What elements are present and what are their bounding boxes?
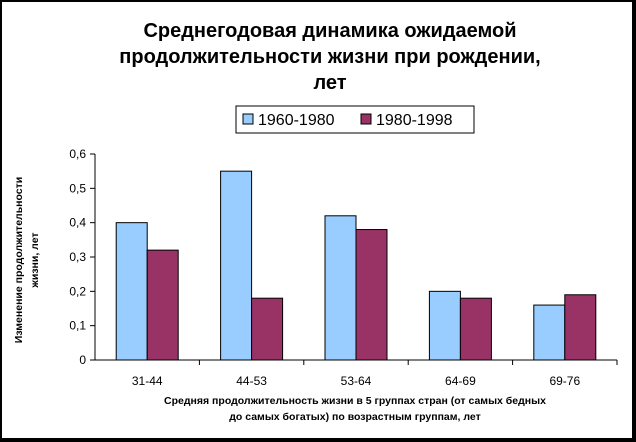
y-tick-label: 0,1 (69, 319, 86, 333)
chart-title-line-3: лет (313, 72, 346, 94)
legend-swatch-1980-1998 (360, 113, 372, 125)
y-axis-label-line-1: Изменение продолжительности (13, 177, 25, 343)
plot-area: 0 0,1 0,2 0,3 0,4 0,5 0,6 31-44 44-53 53-64 64-69 6… (69, 147, 618, 388)
x-axis-label-line-2: до самых богатых) по возрастным группам,… (229, 411, 480, 423)
bar-1960-1980-31-44 (115, 222, 148, 361)
bar-1980-1998-53-64 (355, 229, 388, 361)
bar-1960-1980-69-76 (533, 304, 566, 361)
chart-title-line-1: Среднегодовая динамика ожидаемой (143, 20, 516, 42)
chart-title-line-2: продолжительности жизни при рождении, (119, 46, 540, 68)
y-tick-label: 0 (79, 353, 86, 367)
x-tick-label: 44-53 (236, 374, 267, 388)
legend-swatch-1960-1980 (242, 113, 254, 125)
bar-1980-1998-31-44 (146, 249, 179, 361)
x-axis-label: Средняя продолжительность жизни в 5 груп… (164, 395, 546, 423)
bar-1960-1980-44-53 (220, 170, 253, 361)
x-tick-label: 53-64 (341, 374, 372, 388)
bar-1980-1998-64-69 (459, 297, 492, 361)
y-tick-label: 0,2 (69, 284, 86, 298)
chart-title: Среднегодовая динамика ожидаемой продолж… (119, 20, 540, 94)
y-axis-label: Изменение продолжительности жизни, лет (13, 177, 41, 343)
legend: 1960-1980 1980-1998 (235, 105, 475, 134)
y-tick-label: 0,5 (69, 181, 86, 195)
legend-box (235, 105, 475, 134)
bar-1960-1980-64-69 (428, 290, 461, 361)
x-tick-label: 69-76 (549, 374, 580, 388)
legend-label-1960-1980: 1960-1980 (258, 112, 335, 129)
x-tick-label: 31-44 (132, 374, 163, 388)
bar-1960-1980-53-64 (324, 215, 357, 361)
y-tick-label: 0,6 (69, 147, 86, 161)
y-tick-label: 0,3 (69, 250, 86, 264)
x-tick-label: 64-69 (445, 374, 476, 388)
bar-1980-1998-44-53 (251, 297, 284, 361)
legend-label-1980-1998: 1980-1998 (376, 112, 453, 129)
y-axis-label-line-2: жизни, лет (29, 232, 41, 288)
y-tick-label: 0,4 (69, 216, 86, 230)
bar-1980-1998-69-76 (564, 294, 597, 361)
x-axis-label-line-1: Средняя продолжительность жизни в 5 груп… (164, 395, 546, 407)
